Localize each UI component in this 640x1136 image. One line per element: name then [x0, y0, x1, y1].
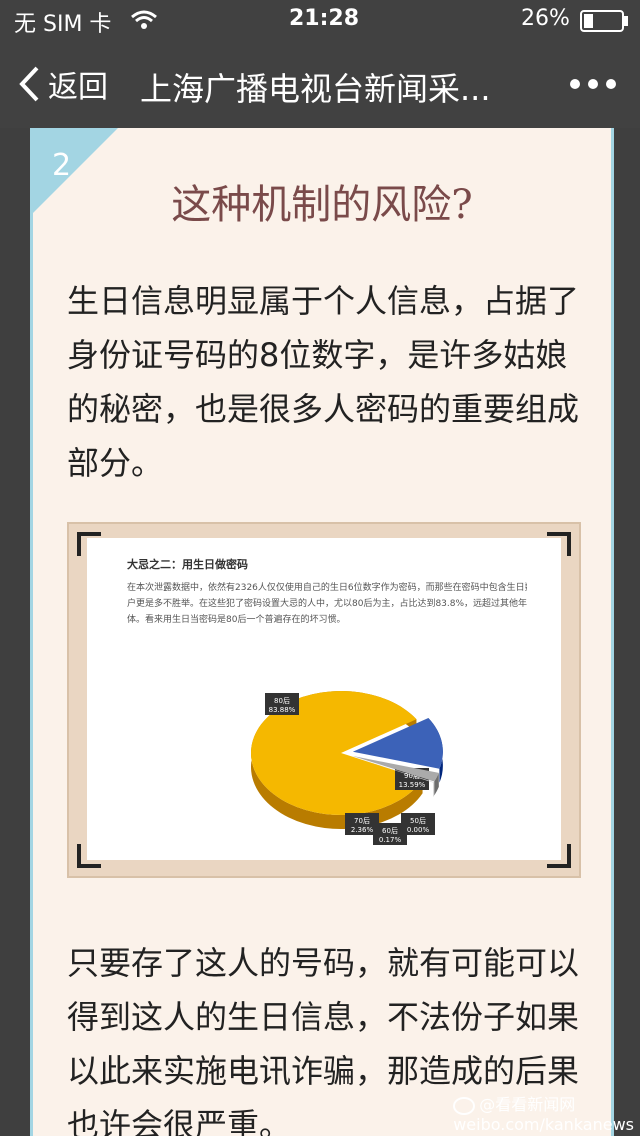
paragraph-2: 只要存了这人的号码，就有可能可以 得到这人的生日信息，不法份子如果 以此来实施电…: [67, 936, 587, 1136]
chart-paper: 大忌之二：用生日做密码 在本次泄露数据中，依然有2326人仅仅使用自己的生日6位…: [87, 538, 561, 860]
section-number: 2: [52, 148, 72, 183]
pie-value-label: 13.59%: [399, 781, 426, 789]
section-corner-badge: [30, 128, 118, 216]
chart-image: 大忌之二：用生日做密码 在本次泄露数据中，依然有2326人仅仅使用自己的生日6位…: [67, 522, 581, 878]
paragraph-1: 生日信息明显属于个人信息，占据了 身份证号码的8位数字，是许多姑娘 的秘密，也是…: [67, 274, 587, 490]
pie-slice: [352, 755, 439, 782]
pie-slice: [352, 717, 443, 769]
paragraph-line: 得到这人的生日信息，不法份子如果: [67, 998, 580, 1036]
pie-value-label: 0.17%: [379, 836, 402, 844]
more-icon[interactable]: [568, 74, 618, 94]
battery-percent: 26%: [521, 6, 570, 31]
page-title: 上海广播电视台新闻采...: [140, 70, 491, 108]
chart-description: 在本次泄露数据中，依然有2326人仅仅使用自己的生日6位数字作为密码，而那些在密…: [127, 580, 527, 628]
section-heading: 这种机制的风险?: [171, 182, 473, 228]
battery-icon: [580, 10, 624, 32]
watermark-url: weibo.com/kankanews: [453, 1115, 634, 1134]
paragraph-line: 的秘密，也是很多人密码的重要组成: [67, 390, 580, 428]
paragraph-line: 身份证号码的8位数字，是许多姑娘: [67, 336, 568, 374]
pie-label: 60后: [382, 826, 398, 835]
pie-value-label: 2.36%: [351, 826, 374, 834]
wifi-icon: [131, 10, 157, 29]
frame-corner: [77, 844, 101, 868]
article-content[interactable]: 2 这种机制的风险? 生日信息明显属于个人信息，占据了 身份证号码的8位数字，是…: [0, 128, 640, 1136]
chevron-left-icon: [19, 66, 39, 102]
chart-description-line: 在本次泄露数据中，依然有2326人仅仅使用自己的生日6位数字作为密码，而那些在密…: [127, 583, 527, 593]
back-button[interactable]: 返回: [18, 62, 108, 106]
paragraph-line: 也许会很严重。: [67, 1106, 292, 1136]
pie-label: 70后: [354, 816, 370, 825]
watermark-handle: @看看新闻网: [479, 1095, 576, 1114]
status-bar: 无 SIM 卡 21:28 26%: [0, 0, 640, 40]
article-card: 2 这种机制的风险? 生日信息明显属于个人信息，占据了 身份证号码的8位数字，是…: [30, 128, 614, 1136]
pie-value-label: 0.00%: [407, 826, 430, 834]
weibo-icon: [453, 1096, 476, 1115]
paragraph-line: 生日信息明显属于个人信息，占据了: [67, 282, 580, 320]
battery-tip: [624, 16, 628, 26]
pie-slice-side: [434, 772, 439, 796]
paragraph-line: 只要存了这人的号码，就有可能可以: [67, 944, 580, 982]
frame-corner: [547, 844, 571, 868]
frame-corner: [77, 532, 101, 556]
pie-value-label: 83.88%: [269, 706, 296, 714]
chart-description-line: 体。看来用生日当密码是80后一个普遍存在的坏习惯。: [127, 615, 346, 625]
paragraph-line: 部分。: [67, 444, 164, 482]
pie-label: 80后: [274, 696, 290, 705]
paragraph-line: 以此来实施电讯诈骗，那造成的后果: [67, 1052, 580, 1090]
pie-label: 50后: [410, 816, 426, 825]
chart-description-line: 户更是多不胜举。在这些犯了密码设置大忌的人中，尤以80后为主，占比达到83.8%…: [127, 599, 527, 609]
weibo-watermark: @看看新闻网 weibo.com/kankanews: [453, 1091, 634, 1134]
carrier-label: 无 SIM 卡: [14, 12, 112, 37]
chart-title: 大忌之二：用生日做密码: [127, 558, 248, 571]
back-label: 返回: [48, 70, 108, 105]
clock: 21:28: [289, 6, 360, 31]
frame-corner: [547, 532, 571, 556]
pie-slice: [351, 756, 434, 783]
nav-bar: 返回 上海广播电视台新闻采...: [0, 40, 640, 128]
pie-slice: [251, 690, 423, 815]
